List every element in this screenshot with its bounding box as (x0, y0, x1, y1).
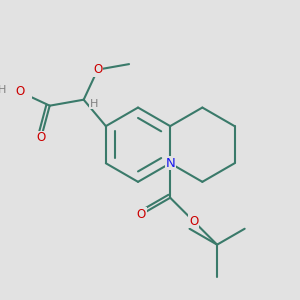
Text: O: O (137, 208, 146, 221)
Text: O: O (37, 131, 46, 144)
Text: O: O (189, 215, 198, 228)
Text: N: N (165, 157, 175, 170)
Text: H: H (90, 99, 98, 109)
Text: O: O (93, 63, 102, 76)
Text: O: O (15, 85, 24, 98)
Text: H: H (0, 85, 7, 95)
